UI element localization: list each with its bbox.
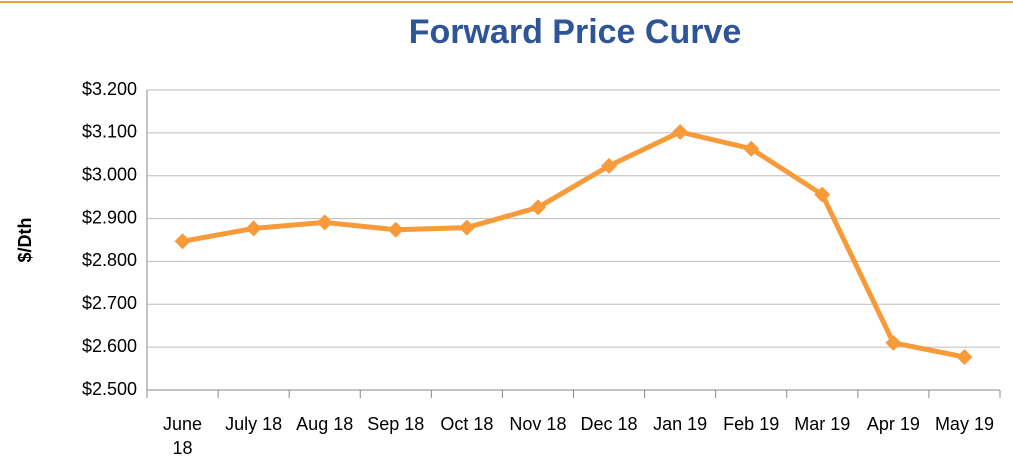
marker (956, 349, 973, 365)
x-tick-label: Jan 19 (653, 414, 708, 434)
x-tick-label: July 18 (225, 414, 283, 434)
y-tick-label: $2.900 (82, 207, 137, 227)
marker (316, 214, 333, 231)
x-tick-label: Aug 18 (296, 414, 354, 434)
x-tick-label: Mar 19 (794, 414, 851, 434)
marker (601, 157, 618, 174)
x-tick-label: May 19 (934, 414, 994, 434)
x-tick-label: Feb 19 (723, 414, 780, 434)
chart-title: Forward Price Curve (409, 13, 742, 51)
marker (458, 219, 475, 236)
y-tick-label: $3.100 (82, 122, 137, 142)
y-tick-label: $2.500 (82, 379, 137, 399)
x-tick-label: Dec 18 (580, 414, 638, 434)
y-tick-label: $2.600 (82, 336, 137, 356)
marker (743, 140, 760, 157)
marker (174, 233, 191, 250)
x-tick-label: Oct 18 (440, 414, 494, 434)
y-tick-label: $3.200 (82, 79, 137, 99)
marker (529, 199, 546, 216)
y-tick-label: $3.000 (82, 164, 137, 184)
y-axis-label: $/Dth (15, 218, 35, 263)
marker (245, 220, 262, 237)
x-tick-label: Sep 18 (367, 414, 425, 434)
y-tick-label: $2.700 (82, 293, 137, 313)
x-tick-label: Nov 18 (509, 414, 567, 434)
marker (387, 221, 404, 238)
marker (672, 124, 689, 140)
x-tick-label: Apr 19 (866, 414, 920, 434)
line (182, 129, 965, 360)
y-tick-label: $2.800 (82, 250, 137, 270)
marker (885, 334, 902, 351)
x-tick-label: June 18 (163, 414, 203, 458)
marker (814, 186, 831, 203)
